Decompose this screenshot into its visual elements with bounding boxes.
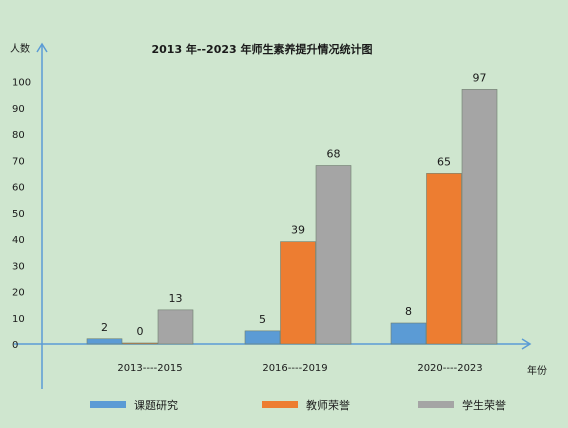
legend-label: 学生荣誉 <box>462 398 506 412</box>
bar-value-label: 0 <box>137 325 144 338</box>
y-tick-label: 40 <box>12 235 25 246</box>
x-axis-label: 年份 <box>527 364 547 377</box>
legend-label: 课题研究 <box>134 398 178 412</box>
bar-value-label: 5 <box>259 313 266 326</box>
y-tick-label: 20 <box>12 288 25 299</box>
bar-3-3 <box>461 89 498 345</box>
category-label: 2013----2015 <box>117 363 182 374</box>
legend-swatch <box>90 401 126 408</box>
y-tick-label: 0 <box>12 340 18 351</box>
bar-2-2 <box>280 241 316 345</box>
legend-swatch <box>418 401 454 408</box>
bar-1-3 <box>390 322 427 345</box>
y-tick-label: 90 <box>12 104 25 115</box>
legend-swatch <box>262 401 298 408</box>
category-label: 2016----2019 <box>262 363 327 374</box>
category-label: 2020----2023 <box>417 363 482 374</box>
y-tick-label: 30 <box>12 261 25 272</box>
category-labels: 2013----2015 2016----2019 2020----2023 <box>117 363 482 374</box>
y-axis-label: 人数 <box>10 42 30 55</box>
bar-2-1 <box>122 342 158 345</box>
bar-value-label: 97 <box>473 71 487 84</box>
legend-label: 教师荣誉 <box>306 398 350 412</box>
bar-value-label: 2 <box>101 321 108 334</box>
x-axis-arrow <box>521 338 532 350</box>
bar-value-label: 39 <box>291 224 305 237</box>
y-tick-label: 50 <box>12 209 25 220</box>
bar-value-label: 13 <box>169 292 183 305</box>
bar-value-label: 65 <box>437 155 451 168</box>
bar-value-label: 8 <box>405 305 412 318</box>
bar-3-1 <box>157 309 194 345</box>
bar-2-3 <box>426 173 462 345</box>
y-tick-label: 80 <box>12 130 25 141</box>
y-tick-label: 10 <box>12 314 25 325</box>
bar-1-2 <box>244 330 281 345</box>
legend: 课题研究 教师荣誉 学生荣誉 <box>90 398 506 412</box>
bar-value-label: 68 <box>327 148 341 161</box>
y-tick-label: 60 <box>12 183 25 194</box>
y-tick-labels: 0 10 20 30 40 50 60 70 80 90 100 <box>12 78 31 352</box>
bar-1-1 <box>86 338 123 345</box>
y-axis-arrow <box>36 42 48 53</box>
bar-3-2 <box>315 165 352 345</box>
bars: 2 0 13 5 39 68 8 65 97 <box>86 71 498 345</box>
y-tick-label: 100 <box>12 78 31 89</box>
y-tick-label: 70 <box>12 156 25 167</box>
chart-title: 2013 年--2023 年师生素养提升情况统计图 <box>151 42 372 56</box>
